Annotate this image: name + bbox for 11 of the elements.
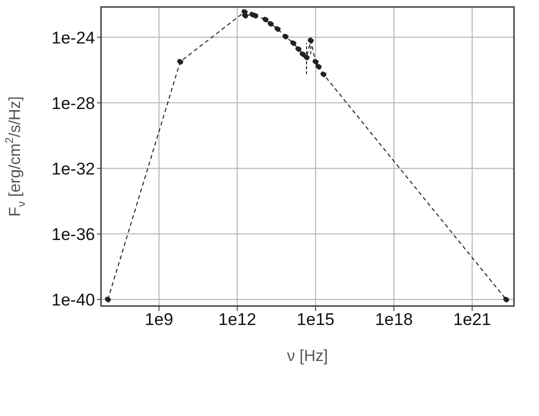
y-tick-label: 1e-28	[52, 94, 95, 113]
y-tick-label: 1e-36	[52, 224, 95, 244]
y-tick-label: 1e-24	[52, 28, 95, 48]
y-tick-label: 1e-32	[52, 159, 95, 178]
y-tick-label: 1e-40	[52, 290, 95, 310]
x-tick-label: 1e12	[218, 310, 256, 330]
x-axis-title: ν [Hz]	[287, 348, 328, 365]
x-tick-label: 1e15	[296, 310, 334, 330]
x-tick-label: 1e21	[453, 310, 492, 330]
x-tick-label: 1e18	[374, 310, 413, 330]
x-tick-label: 1e9	[144, 310, 174, 330]
